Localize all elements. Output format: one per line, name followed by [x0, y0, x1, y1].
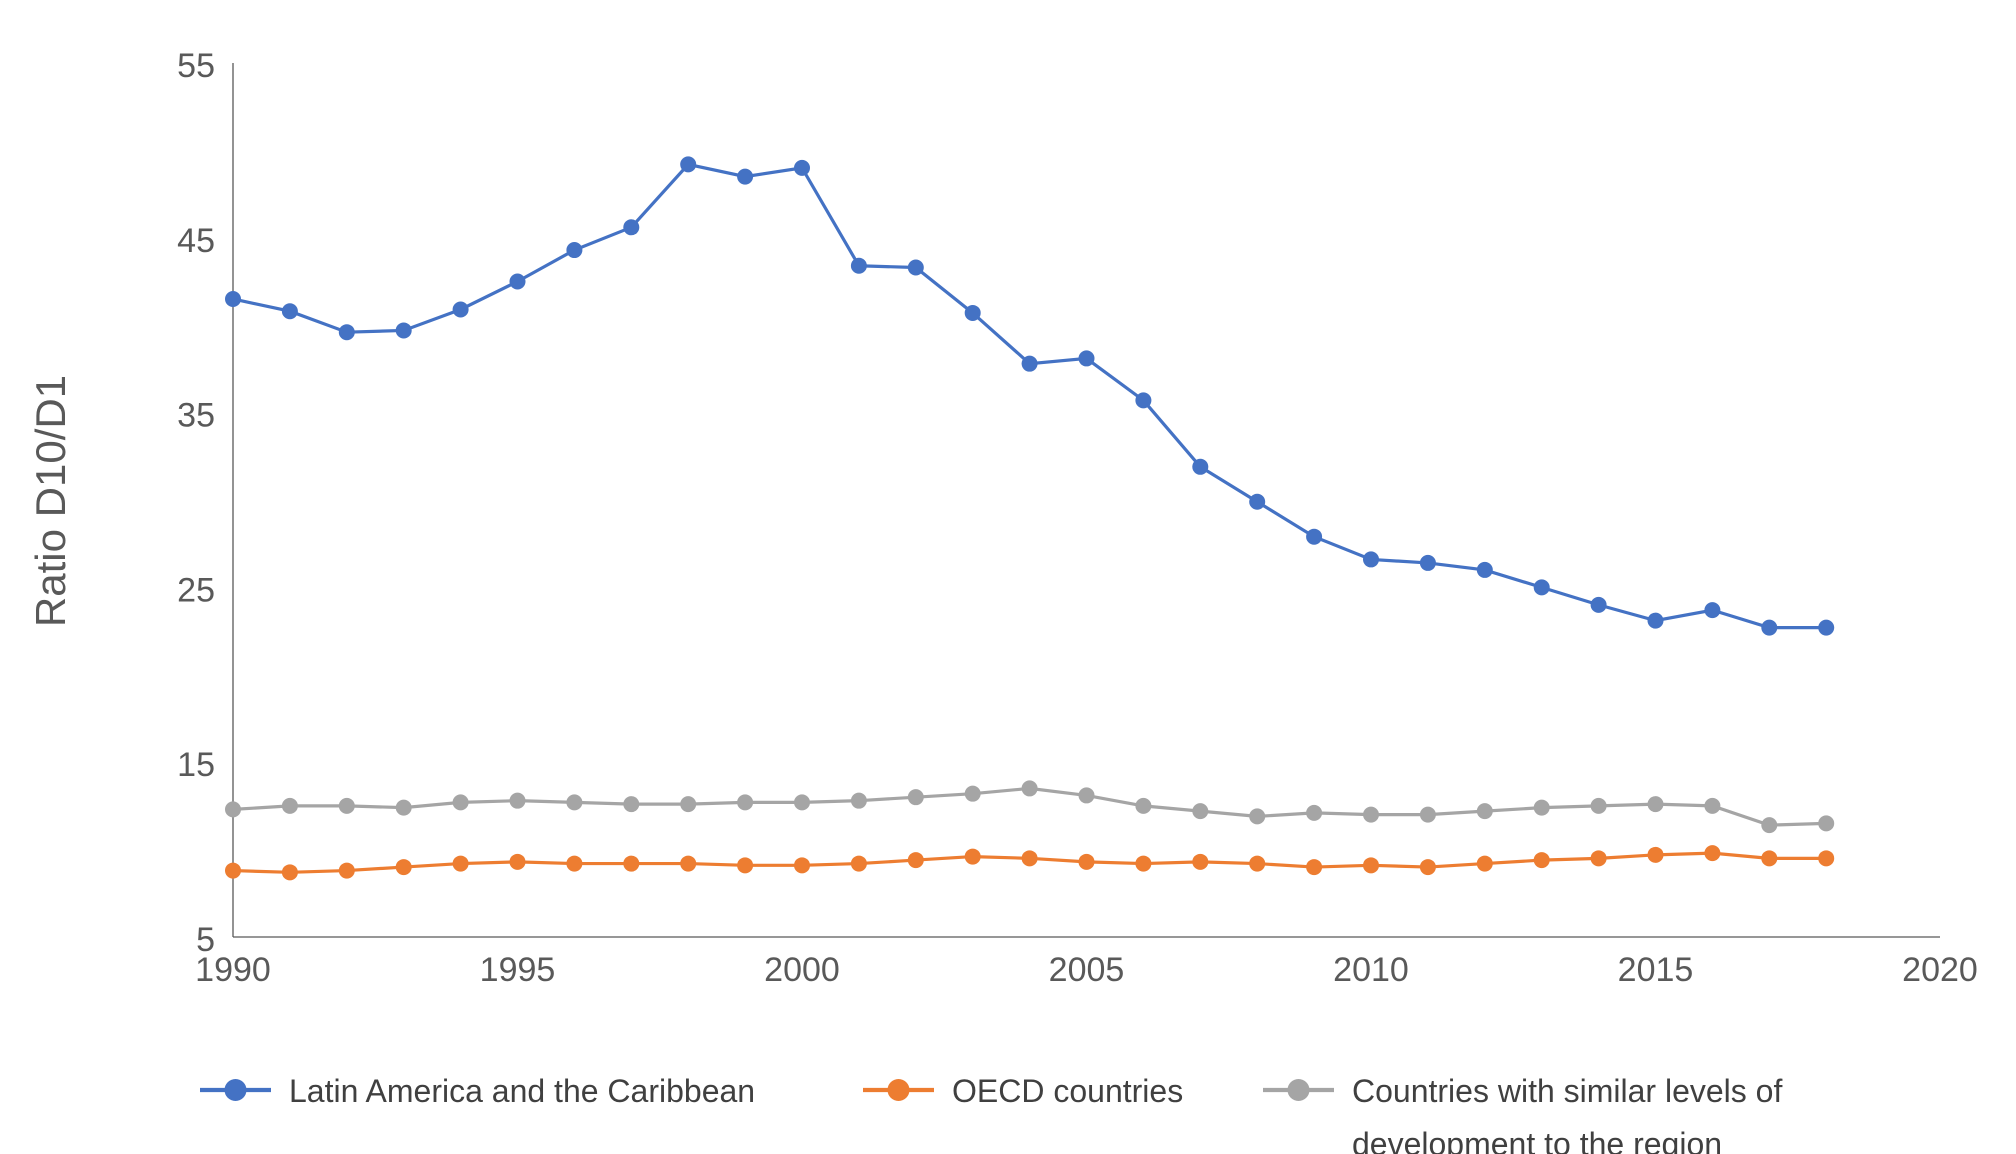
svg-text:2000: 2000 — [764, 951, 840, 989]
svg-text:15: 15 — [177, 746, 215, 784]
svg-text:35: 35 — [177, 397, 215, 435]
svg-text:2005: 2005 — [1049, 951, 1125, 989]
svg-text:2020: 2020 — [1902, 951, 1978, 989]
svg-text:25: 25 — [177, 571, 215, 609]
svg-text:Countries with similar levels: Countries with similar levels of — [1352, 1073, 1782, 1109]
svg-text:2015: 2015 — [1618, 951, 1694, 989]
svg-text:Ratio D10/D1: Ratio D10/D1 — [27, 375, 74, 627]
svg-text:1990: 1990 — [195, 951, 271, 989]
svg-text:2010: 2010 — [1333, 951, 1409, 989]
svg-text:Latin America and the Caribbea: Latin America and the Caribbean — [289, 1073, 755, 1109]
svg-text:1995: 1995 — [480, 951, 556, 989]
svg-text:development to the region: development to the region — [1352, 1126, 1722, 1154]
svg-text:OECD countries: OECD countries — [952, 1073, 1183, 1109]
svg-text:45: 45 — [177, 222, 215, 260]
svg-text:55: 55 — [177, 47, 215, 85]
